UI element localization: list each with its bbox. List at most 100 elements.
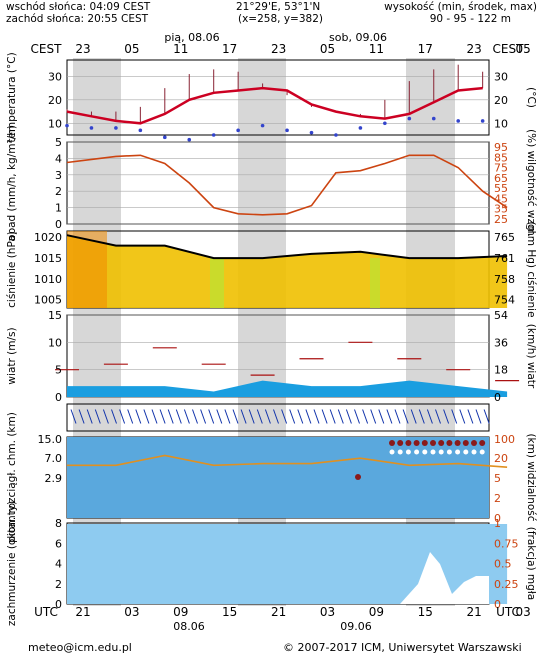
wind-direction-arrow — [208, 409, 215, 424]
elevation-values: 90 - 95 - 122 m — [429, 13, 511, 25]
wind-direction-arrow — [305, 409, 312, 424]
pressure-mmhg-tick-label: 754 — [494, 294, 515, 307]
cloud-tick-label: 4 — [55, 558, 62, 571]
pressure-line — [66, 234, 508, 260]
wind-direction-arrow — [451, 409, 458, 424]
dewpoint-point — [358, 126, 363, 130]
copyright-text: © 2007-2017 ICM, Uniwersytet Warszawski — [283, 641, 522, 654]
wind-direction-arrow — [143, 409, 150, 424]
wind-direction-arrow — [313, 409, 320, 424]
fog-tick-label: 0.25 — [494, 578, 519, 591]
sunset-text: zachód słońca: 20:55 CEST — [6, 13, 149, 25]
pressure-high-zone — [67, 231, 107, 308]
wind-direction-arrow — [224, 409, 231, 424]
bottom-hour-label: 03 — [320, 605, 335, 619]
wind-direction-arrow — [94, 409, 101, 424]
wind-direction-arrow — [175, 409, 182, 424]
top-timezone: CEST — [31, 42, 63, 56]
humidity-tick-label: 35 — [494, 203, 508, 216]
ylabel-right-vis: (km) widzialność — [525, 433, 537, 521]
dewpoint-point — [114, 126, 118, 130]
visibility-tick-label: 5 — [494, 472, 501, 485]
fog-area — [400, 552, 489, 604]
precip-tick-label: 3 — [55, 169, 62, 182]
wind-direction-arrow — [119, 409, 126, 424]
ylabel-precip: opad (mm/h, kg/m²/h) — [6, 125, 18, 241]
dewpoint-point — [456, 119, 461, 123]
wind-direction-arrow — [418, 409, 425, 424]
wind-direction-arrow — [394, 409, 401, 424]
temperature-line — [66, 86, 483, 125]
ylabel-right-wind: (km/h) wiatr — [525, 324, 537, 389]
temp-tick-label: 10 — [48, 117, 62, 130]
cloud-base-point — [414, 449, 420, 455]
cloud-top-point — [430, 440, 436, 446]
wind-tick-label: 15 — [48, 309, 62, 322]
cloud-tick-label: 6 — [55, 537, 62, 550]
bottom-hour-label: 09 — [173, 605, 188, 619]
pressure-mmhg-tick-label: 761 — [494, 252, 515, 265]
coordinates-text: 21°29'E, 53°1'N — [236, 1, 321, 13]
visibility-background — [67, 437, 489, 518]
wind-direction-arrow — [426, 409, 433, 424]
ylabel-wind: wiatr (m/s) — [6, 327, 18, 384]
night-band-2 — [406, 58, 455, 606]
wind-direction-arrow — [216, 409, 223, 424]
elevation-title: wysokość (min, środek, max) — [384, 1, 537, 13]
wind-direction-arrow — [281, 409, 288, 424]
cloud-base-point — [430, 449, 436, 455]
pressure-mmhg-tick-label: 765 — [494, 231, 515, 244]
pressure-low-zone — [210, 258, 224, 308]
top-day-label: pią, 08.06 — [164, 31, 219, 44]
bottom-hour-label: 15 — [418, 605, 433, 619]
wind-kmh-tick-label: 0 — [494, 391, 501, 404]
precip-tick-label: 5 — [55, 136, 62, 149]
wind-kmh-tick-label: 18 — [494, 364, 508, 377]
visibility-tick-label: 2 — [494, 492, 501, 505]
ylabel-cloud: zachmurzenie (oktanty) — [6, 501, 18, 626]
cloud-top-point — [421, 440, 428, 446]
cloud-extent-tick-label: 15.0 — [38, 433, 63, 446]
humidity-tick-label: 45 — [494, 192, 508, 205]
cloud-top-point — [462, 440, 469, 446]
wind-direction-arrow — [297, 409, 304, 424]
pressure-tick-label: 1020 — [34, 231, 62, 244]
temp-tick-label-right: 20 — [494, 94, 508, 107]
cloud-base-point — [438, 449, 444, 455]
wind-tick-label: 0 — [55, 391, 62, 404]
cloud-base-point — [397, 449, 403, 455]
wind-direction-arrow — [200, 409, 207, 424]
top-hour-label: 05 — [124, 42, 139, 56]
fog-tick-label: 1 — [494, 517, 501, 530]
top-hour-label: 23 — [75, 42, 90, 56]
wind-direction-arrow — [329, 409, 336, 424]
bottom-date-label: 09.06 — [340, 620, 372, 633]
wind-direction-arrow — [475, 409, 482, 424]
cloud-cover-area — [67, 524, 508, 604]
bottom-timezone-right: UTC — [496, 605, 520, 619]
wind-direction-arrow — [362, 409, 369, 424]
ylabel-vis: pion. rozciągł. chm. (km) — [6, 412, 18, 543]
chart-marks — [55, 64, 520, 604]
dewpoint-point — [65, 123, 69, 128]
cloud-top-point — [397, 440, 404, 446]
cloud-base-point — [389, 449, 395, 455]
cloud-base-point — [405, 449, 411, 455]
wind-tick-label: 10 — [48, 336, 62, 349]
ylabel-press: ciśnienie (hPa) — [6, 231, 18, 308]
dewpoint-point — [309, 130, 314, 135]
wind-direction-arrow — [321, 409, 328, 424]
wind-direction-arrow — [337, 409, 344, 424]
wind-direction-arrow — [273, 409, 279, 424]
fog-tick-label: 0 — [494, 598, 501, 611]
wind-direction-arrow — [354, 409, 360, 424]
contact-email[interactable]: meteo@icm.edu.pl — [28, 641, 132, 654]
top-day-label: sob, 09.06 — [329, 31, 387, 44]
cloud-top-point — [446, 440, 453, 446]
pressure-low-zone — [370, 258, 380, 308]
wind-kmh-tick-label: 36 — [494, 336, 508, 349]
wind-direction-arrow — [232, 409, 239, 424]
night-band-1 — [238, 58, 286, 606]
